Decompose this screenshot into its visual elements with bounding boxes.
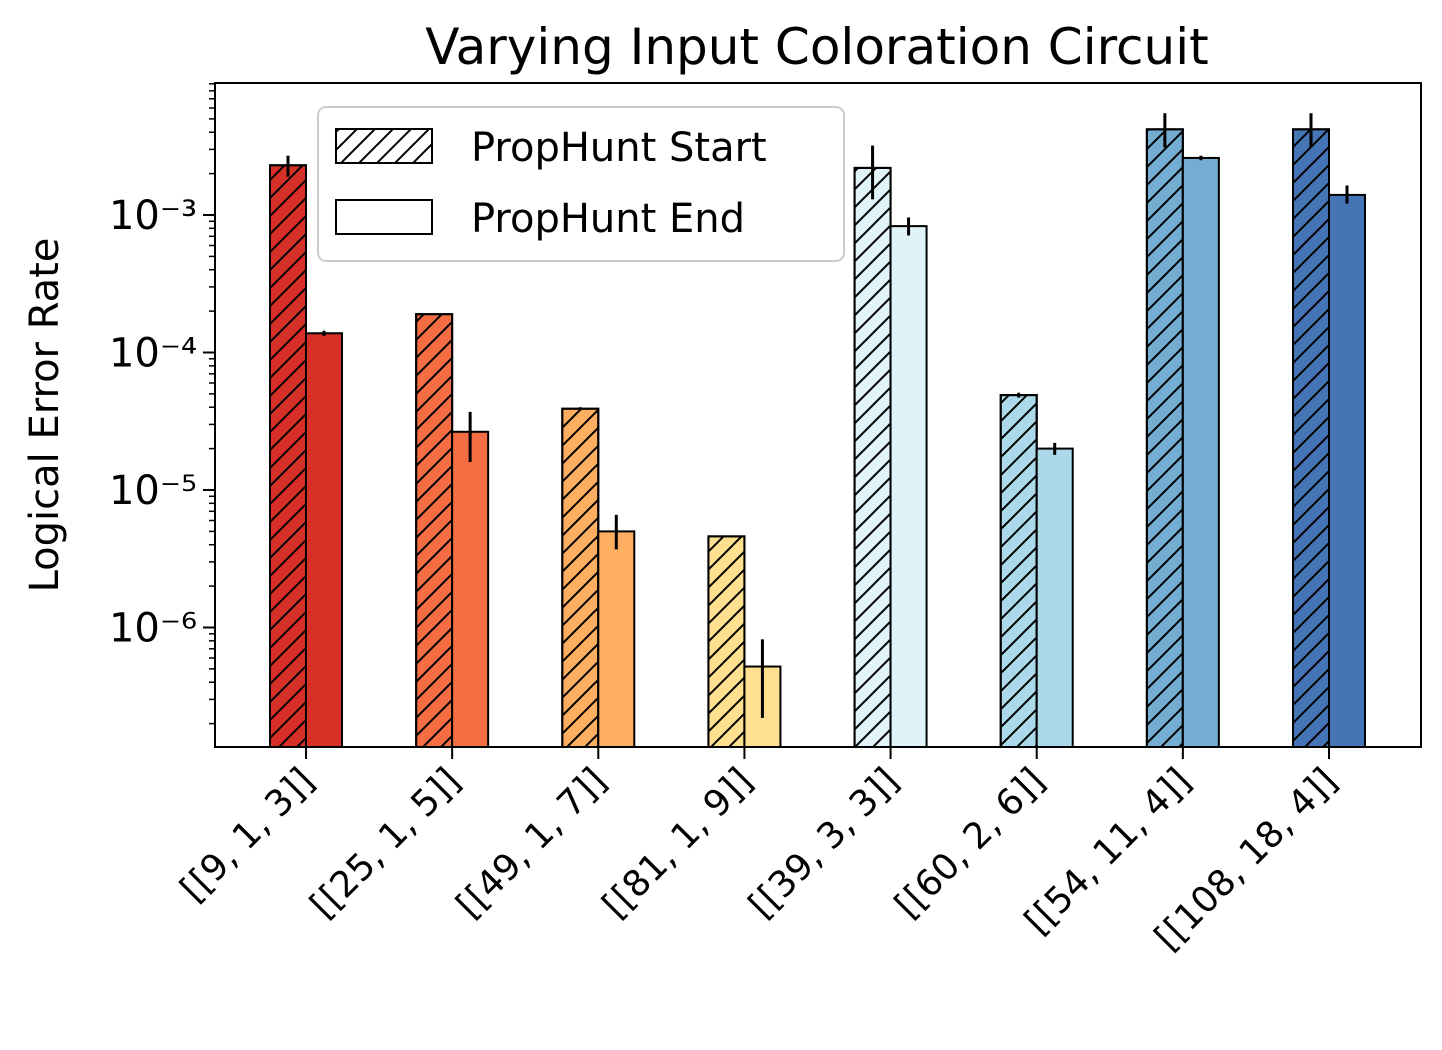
legend-frame [317, 106, 845, 262]
x-tick-label-1: [[25, 1, 5]] [303, 760, 469, 926]
legend-label-start: PropHunt Start [471, 125, 767, 171]
y-axis-label: Logical Error Rate [22, 238, 68, 593]
chart-title: Varying Input Coloration Circuit [425, 18, 1208, 76]
bar-end-2 [597, 530, 636, 748]
x-tick-label-0: [[9, 1, 3]] [173, 760, 323, 910]
bar-end-5 [1035, 447, 1074, 748]
plot-area-frame [214, 82, 1422, 748]
y-ticks-layer: 10⁻⁶ 10⁻⁵ 10⁻⁴ 10⁻³ [109, 83, 215, 725]
bar-hatch-4 [853, 166, 892, 749]
bar-end-7 [1328, 193, 1366, 748]
bar-end-0 [305, 332, 343, 748]
bar-end-4 [889, 225, 928, 748]
bars-layer [269, 113, 1366, 749]
x-tick-label-3: [[81, 1, 9]] [595, 760, 761, 926]
legend-label-end: PropHunt End [471, 196, 745, 242]
y-tick-label-0: 10⁻⁶ [109, 606, 197, 652]
x-ticks-layer: [[9, 1, 3]][[25, 1, 5]][[49, 1, 7]][[81,… [173, 747, 1345, 959]
bar-hatch-3 [707, 535, 746, 748]
legend-swatch-end [335, 199, 433, 235]
bar-hatch-7 [1292, 128, 1330, 748]
bar-end-6 [1181, 156, 1220, 748]
legend-swatch-start [335, 128, 433, 164]
y-tick-label-1: 10⁻⁵ [109, 468, 197, 514]
bar-end-1 [451, 430, 490, 748]
bar-hatch-0 [269, 164, 307, 748]
bar-hatch-6 [1145, 128, 1184, 748]
y-tick-label-3: 10⁻³ [109, 193, 197, 239]
bar-hatch-1 [415, 313, 454, 748]
y-tick-label-2: 10⁻⁴ [109, 331, 197, 377]
x-tick-label-4: [[39, 3, 3]] [741, 760, 907, 926]
x-tick-label-2: [[49, 1, 7]] [449, 760, 615, 926]
bar-hatch-2 [561, 407, 600, 748]
legend: PropHunt Start PropHunt End [317, 106, 845, 262]
bar-hatch-5 [999, 394, 1038, 748]
